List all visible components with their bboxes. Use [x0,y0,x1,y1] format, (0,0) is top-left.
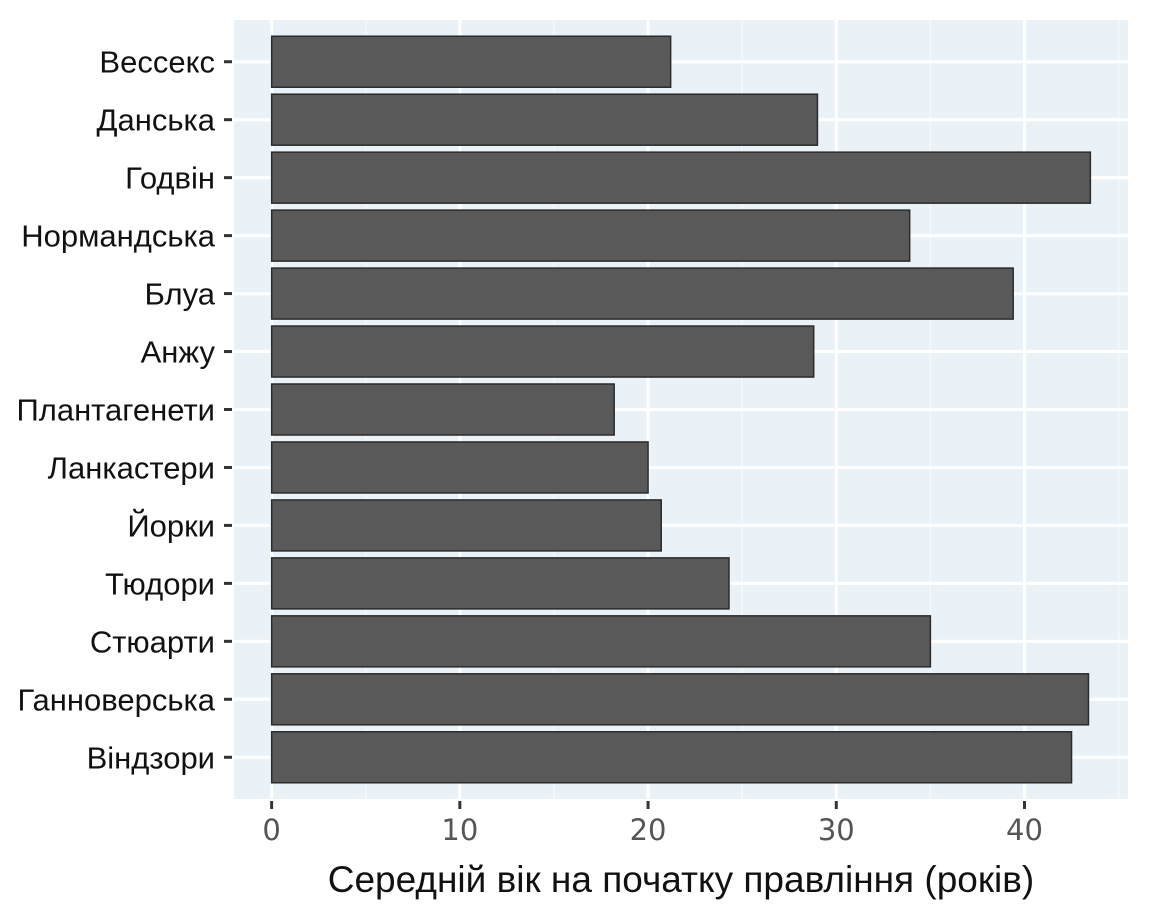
y-tick-label: Годвін [125,161,215,196]
bar [270,557,730,610]
y-tick-label: Вессекс [99,45,215,80]
x-tick-label: 0 [262,813,280,847]
x-axis: 0 10 20 30 40 [262,801,1043,847]
bar [270,731,1073,784]
y-tick-label: Плантагенети [16,393,215,428]
x-tick-label: 10 [441,813,478,847]
y-tick-label: Стюарти [90,624,215,659]
bar [270,673,1090,726]
bar [270,615,932,668]
x-tick-label: 30 [818,813,855,847]
y-axis: Вессекс Данська Годвін Нормандська Блуа Анжу П… [16,45,232,775]
y-tick-label: Віндзори [87,740,215,775]
bar [270,441,649,494]
x-axis-title: Середній вік на початку правління (років… [328,859,1035,900]
y-tick-label: Данська [97,103,216,138]
y-tick-label: Тюдори [105,566,215,601]
bar [270,35,672,88]
x-tick-label: 40 [1006,813,1043,847]
bar [270,267,1014,320]
bar [270,209,911,262]
bar [270,383,615,436]
bar [270,499,662,552]
bar [270,325,815,378]
y-tick-label: Блуа [145,277,216,312]
bar [270,93,819,146]
bars [270,35,1092,784]
bar [270,151,1092,204]
y-tick-label: Анжу [141,335,216,370]
y-tick-label: Ганноверська [17,682,215,717]
x-tick-label: 20 [630,813,667,847]
y-tick-label: Йорки [127,507,215,543]
y-tick-label: Ланкастери [48,450,215,485]
y-tick-label: Нормандська [21,219,216,254]
